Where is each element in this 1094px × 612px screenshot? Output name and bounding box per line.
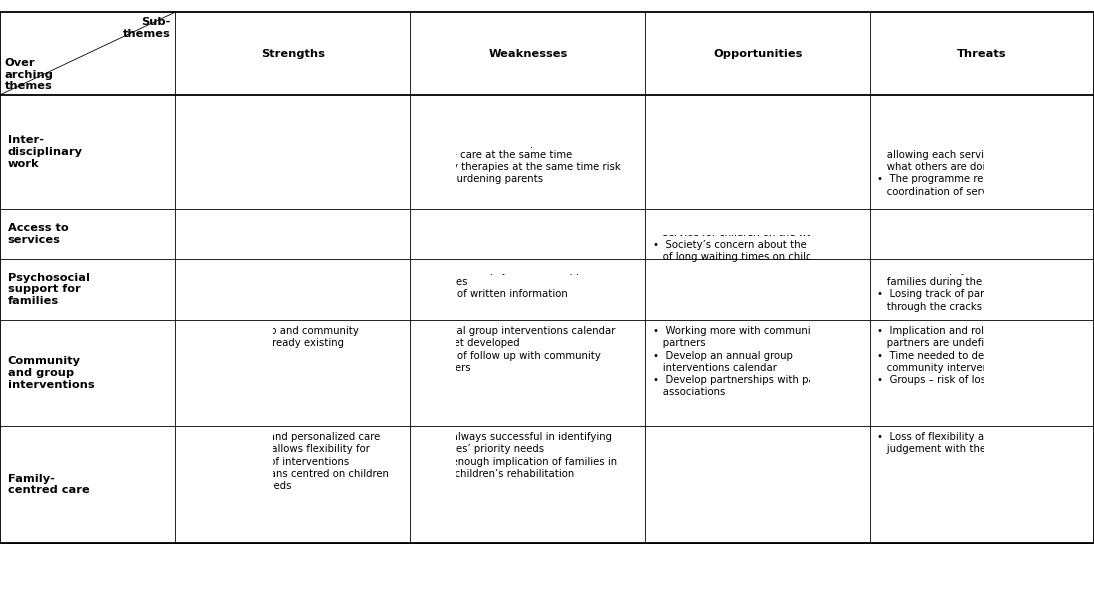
Text: •  Working more with community
   partners
•  Develop an annual group
   interve: • Working more with community partners •… xyxy=(653,326,843,397)
Text: •  Insufficient psychosocial support for
   families
•  Lack of written informat: • Insufficient psychosocial support for … xyxy=(418,265,614,299)
Text: •  Variety of group and community
   interventions already existing: • Variety of group and community interve… xyxy=(183,326,359,348)
Text: •  Insufficient psychosocial support for
   families during the waiting period
•: • Insufficient psychosocial support for … xyxy=(877,265,1076,312)
Text: Sub-
themes: Sub- themes xyxy=(123,17,171,39)
Text: Family-
centred care: Family- centred care xyxy=(8,474,90,495)
Text: Over
arching
themes: Over arching themes xyxy=(4,58,54,91)
Text: •  Loss of flexibility and professional
   judgement with the new service model: • Loss of flexibility and professional j… xyxy=(877,432,1084,455)
Text: Opportunities: Opportunities xyxy=(713,48,802,59)
Text: Threats: Threats xyxy=(957,48,1006,59)
Text: •  Waiting list: • Waiting list xyxy=(418,215,487,225)
Text: •  Annual group interventions calendar
   not yet developed
•  Lack of follow up: • Annual group interventions calendar no… xyxy=(418,326,615,373)
Text: •  Interdisciplinary work already existing
•  Interdisciplinary evaluation (glob: • Interdisciplinary work already existin… xyxy=(183,101,388,135)
Text: Weaknesses: Weaknesses xyxy=(488,48,568,59)
Text: •  Key worker: • Key worker xyxy=(183,265,251,275)
Text: Psychosocial
support for
families: Psychosocial support for families xyxy=(8,273,90,306)
Text: •  Not always successful in identifying
   families’ priority needs
•  Not enoug: • Not always successful in identifying f… xyxy=(418,432,617,479)
Text: •  Not enough interdisciplinary
   evaluation and intervention
•  Service provid: • Not enough interdisciplinary evaluatio… xyxy=(418,101,640,184)
Text: •  Implication and role of community
   partners are undefined
•  Time needed to: • Implication and role of community part… xyxy=(877,326,1067,385)
Text: Access to
services: Access to services xyxy=(8,223,68,245)
Text: •  Addition of a one-time consultation
   service for children on the waiting li: • Addition of a one-time consultation se… xyxy=(653,215,854,262)
Text: •  Many service providers from the
   same discipline providing services to a
  : • Many service providers from the same d… xyxy=(877,101,1084,196)
Text: Inter-
disciplinary
work: Inter- disciplinary work xyxy=(8,135,83,169)
Text: •  Creation of guidelines about
   interdisciplinarity at the Center: • Creation of guidelines about interdisc… xyxy=(653,101,822,123)
Text: Strengths: Strengths xyxy=(260,48,325,59)
Text: Community
and group
interventions: Community and group interventions xyxy=(8,356,94,390)
Text: •  Individualized and personalized care
•  Current model allows flexibility for
: • Individualized and personalized care •… xyxy=(183,432,409,516)
